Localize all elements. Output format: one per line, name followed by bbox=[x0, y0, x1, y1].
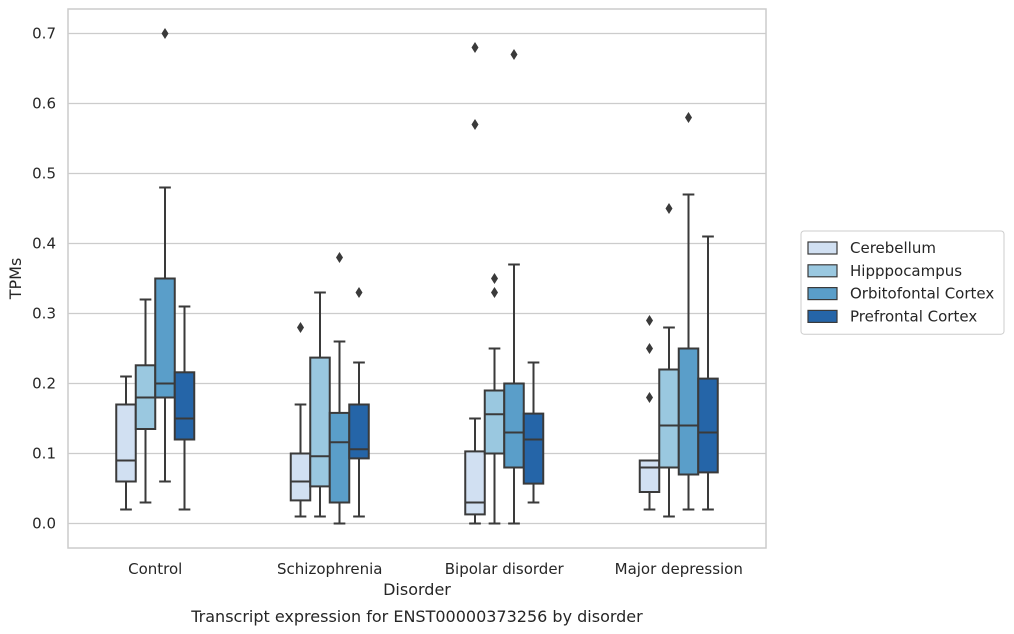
outlier-point bbox=[646, 392, 653, 403]
outlier-point bbox=[336, 252, 343, 263]
box-2-2 bbox=[503, 49, 525, 525]
box-iqr bbox=[677, 347, 700, 476]
x-axis-ticks: Control Schizophrenia Bipolar disorder Majo… bbox=[128, 560, 743, 578]
legend-swatch bbox=[807, 241, 838, 255]
x-tick-label: Major depression bbox=[615, 560, 743, 578]
outlier-point bbox=[491, 273, 498, 284]
outlier-point bbox=[355, 287, 363, 298]
box-0-0 bbox=[115, 375, 137, 511]
outlier-point bbox=[665, 203, 673, 214]
box-1-2 bbox=[483, 273, 506, 525]
outlier-point bbox=[491, 287, 498, 298]
box-1-0 bbox=[134, 298, 157, 504]
outlier-point bbox=[510, 49, 518, 60]
legend-swatch bbox=[807, 309, 838, 323]
box-0-2 bbox=[464, 42, 486, 525]
y-tick-label: 0.3 bbox=[32, 305, 56, 323]
x-tick-label: Schizophrenia bbox=[277, 560, 382, 578]
y-tick-label: 0.2 bbox=[32, 375, 56, 393]
y-axis-label: TPMs bbox=[6, 258, 25, 301]
box-iqr bbox=[289, 452, 312, 502]
box-iqr bbox=[154, 277, 176, 399]
legend-label: Cerebellum bbox=[850, 239, 936, 257]
y-tick-label: 0.1 bbox=[32, 445, 56, 463]
box-groups bbox=[115, 28, 719, 525]
y-tick-label: 0.7 bbox=[32, 25, 56, 43]
legend: Cerebellum Hipppocampus Orbitofontal Corte… bbox=[800, 230, 1005, 335]
outlier-point bbox=[297, 322, 304, 333]
box-iqr bbox=[697, 377, 719, 474]
box-2-1 bbox=[328, 252, 351, 525]
box-iqr bbox=[309, 356, 331, 488]
y-tick-label: 0.4 bbox=[32, 235, 56, 253]
outlier-point bbox=[161, 28, 169, 39]
box-iqr bbox=[483, 389, 506, 455]
legend-label: Orbitofontal Cortex bbox=[850, 285, 994, 303]
box-0-3 bbox=[638, 315, 661, 511]
box-iqr bbox=[173, 371, 196, 441]
outlier-point bbox=[471, 42, 479, 53]
box-iqr bbox=[503, 382, 525, 469]
y-tick-label: 0.0 bbox=[32, 515, 56, 533]
box-iqr bbox=[638, 459, 661, 493]
y-tick-label: 0.6 bbox=[32, 95, 56, 113]
outlier-point bbox=[646, 343, 653, 354]
legend-label: Hipppocampus bbox=[850, 262, 962, 280]
box-iqr bbox=[348, 403, 370, 460]
box-2-0 bbox=[154, 28, 176, 483]
y-axis-ticks: 0.0 0.1 0.2 0.3 0.4 0.5 0.6 0.7 bbox=[32, 25, 56, 533]
legend-swatch bbox=[807, 287, 838, 301]
box-3-2 bbox=[522, 361, 545, 504]
box-3-1 bbox=[348, 287, 370, 518]
x-tick-label: Control bbox=[128, 560, 182, 578]
legend-swatch bbox=[807, 264, 838, 278]
box-2-3 bbox=[677, 112, 700, 511]
outlier-point bbox=[471, 119, 479, 130]
box-iqr bbox=[522, 412, 545, 485]
x-axis-label: Disorder bbox=[383, 580, 451, 599]
box-3-3 bbox=[697, 235, 719, 511]
box-iqr bbox=[658, 368, 680, 469]
box-iqr bbox=[115, 403, 137, 483]
box-3-0 bbox=[173, 305, 196, 511]
box-0-1 bbox=[289, 322, 312, 518]
box-iqr bbox=[328, 411, 351, 504]
plot-frame bbox=[67, 8, 767, 549]
legend-label: Prefrontal Cortex bbox=[850, 307, 977, 325]
x-tick-label: Bipolar disorder bbox=[445, 560, 565, 578]
chart-caption: Transcript expression for ENST0000037325… bbox=[190, 607, 643, 626]
box-1-1 bbox=[309, 291, 331, 518]
box-iqr bbox=[464, 450, 486, 516]
outlier-point bbox=[685, 112, 692, 123]
legend-frame bbox=[800, 230, 1005, 335]
outlier-point bbox=[646, 315, 653, 326]
box-1-3 bbox=[658, 203, 680, 518]
y-tick-label: 0.5 bbox=[32, 165, 56, 183]
